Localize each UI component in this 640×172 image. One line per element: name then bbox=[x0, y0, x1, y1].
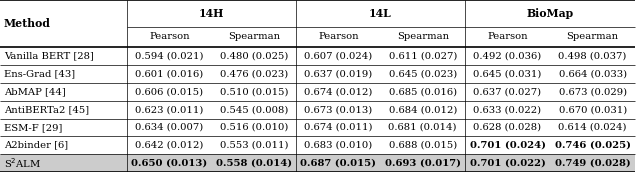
Text: 0.476 (0.023): 0.476 (0.023) bbox=[220, 69, 288, 78]
Text: 0.673 (0.029): 0.673 (0.029) bbox=[559, 87, 627, 96]
Text: A2binder [6]: A2binder [6] bbox=[4, 141, 68, 150]
Text: 0.637 (0.019): 0.637 (0.019) bbox=[304, 69, 372, 78]
Text: 0.492 (0.036): 0.492 (0.036) bbox=[474, 52, 541, 61]
Text: 0.637 (0.027): 0.637 (0.027) bbox=[474, 87, 541, 96]
Text: 0.683 (0.010): 0.683 (0.010) bbox=[304, 141, 372, 150]
Text: BioMap: BioMap bbox=[527, 8, 573, 19]
Text: Spearman: Spearman bbox=[397, 33, 449, 41]
Text: 0.749 (0.028): 0.749 (0.028) bbox=[555, 159, 630, 168]
Text: 0.746 (0.025): 0.746 (0.025) bbox=[555, 141, 630, 150]
Text: 0.516 (0.010): 0.516 (0.010) bbox=[220, 123, 288, 132]
Text: 0.688 (0.015): 0.688 (0.015) bbox=[388, 141, 457, 150]
Text: 14L: 14L bbox=[369, 8, 392, 19]
Text: 14H: 14H bbox=[199, 8, 224, 19]
Text: 0.545 (0.008): 0.545 (0.008) bbox=[220, 105, 288, 114]
Text: Spearman: Spearman bbox=[228, 33, 280, 41]
Text: 0.607 (0.024): 0.607 (0.024) bbox=[304, 52, 372, 61]
Text: 0.628 (0.028): 0.628 (0.028) bbox=[474, 123, 541, 132]
Text: 0.674 (0.012): 0.674 (0.012) bbox=[304, 87, 372, 96]
Text: ESM-F [29]: ESM-F [29] bbox=[4, 123, 62, 132]
Text: Method: Method bbox=[4, 18, 51, 29]
Text: 0.701 (0.022): 0.701 (0.022) bbox=[470, 159, 545, 168]
Text: 0.650 (0.013): 0.650 (0.013) bbox=[131, 159, 207, 168]
Text: 0.606 (0.015): 0.606 (0.015) bbox=[135, 87, 204, 96]
Text: Ens-Grad [43]: Ens-Grad [43] bbox=[4, 69, 75, 78]
Text: 0.558 (0.014): 0.558 (0.014) bbox=[216, 159, 292, 168]
Text: 0.687 (0.015): 0.687 (0.015) bbox=[300, 159, 376, 168]
Text: 0.614 (0.024): 0.614 (0.024) bbox=[559, 123, 627, 132]
Text: AbMAP [44]: AbMAP [44] bbox=[4, 87, 65, 96]
Text: Pearson: Pearson bbox=[149, 33, 189, 41]
Text: 0.674 (0.011): 0.674 (0.011) bbox=[304, 123, 372, 132]
Text: 0.634 (0.007): 0.634 (0.007) bbox=[135, 123, 204, 132]
Text: 0.673 (0.013): 0.673 (0.013) bbox=[304, 105, 372, 114]
Text: 0.480 (0.025): 0.480 (0.025) bbox=[220, 52, 288, 61]
Text: 0.681 (0.014): 0.681 (0.014) bbox=[388, 123, 457, 132]
Text: S$^2$ALM: S$^2$ALM bbox=[4, 156, 41, 170]
Text: Pearson: Pearson bbox=[318, 33, 358, 41]
Text: 0.684 (0.012): 0.684 (0.012) bbox=[388, 105, 457, 114]
Text: 0.510 (0.015): 0.510 (0.015) bbox=[220, 87, 288, 96]
Text: 0.670 (0.031): 0.670 (0.031) bbox=[559, 105, 627, 114]
Text: 0.498 (0.037): 0.498 (0.037) bbox=[559, 52, 627, 61]
Text: Vanilla BERT [28]: Vanilla BERT [28] bbox=[4, 52, 93, 61]
Text: 0.645 (0.023): 0.645 (0.023) bbox=[388, 69, 457, 78]
Bar bbox=[0, 154, 636, 172]
Text: 0.633 (0.022): 0.633 (0.022) bbox=[474, 105, 541, 114]
Text: 0.553 (0.011): 0.553 (0.011) bbox=[220, 141, 288, 150]
Text: 0.645 (0.031): 0.645 (0.031) bbox=[474, 69, 541, 78]
Text: 0.685 (0.016): 0.685 (0.016) bbox=[388, 87, 457, 96]
Text: Pearson: Pearson bbox=[487, 33, 528, 41]
Text: 0.664 (0.033): 0.664 (0.033) bbox=[559, 69, 627, 78]
Text: 0.611 (0.027): 0.611 (0.027) bbox=[388, 52, 457, 61]
Text: 0.623 (0.011): 0.623 (0.011) bbox=[135, 105, 204, 114]
Text: 0.601 (0.016): 0.601 (0.016) bbox=[135, 69, 204, 78]
Text: 0.642 (0.012): 0.642 (0.012) bbox=[135, 141, 204, 150]
Text: AntiBERTa2 [45]: AntiBERTa2 [45] bbox=[4, 105, 89, 114]
Text: Spearman: Spearman bbox=[566, 33, 619, 41]
Text: 0.594 (0.021): 0.594 (0.021) bbox=[135, 52, 204, 61]
Text: 0.693 (0.017): 0.693 (0.017) bbox=[385, 159, 461, 168]
Text: 0.701 (0.024): 0.701 (0.024) bbox=[470, 141, 545, 150]
